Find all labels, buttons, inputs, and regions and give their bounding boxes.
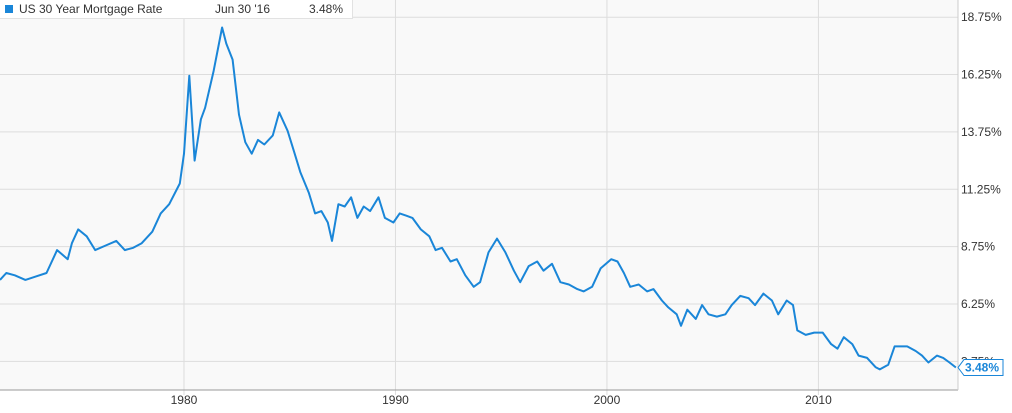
last-value-box <box>957 359 1004 377</box>
series-line <box>0 26 957 371</box>
y-axis-tick-labels: 18.75%16.25%13.75%11.25%8.75%6.25%3.75% <box>961 10 1002 368</box>
last-value-label: 3.48% <box>965 361 999 375</box>
y-tick-label: 16.25% <box>961 68 1002 82</box>
legend-value: 3.48% <box>309 2 344 16</box>
y-tick-label: 8.75% <box>961 240 995 254</box>
plot-area <box>0 0 958 390</box>
y-tick-label: 18.75% <box>961 10 1002 24</box>
legend-series-name: US 30 Year Mortgage Rate <box>19 2 163 16</box>
y-tick-label: 13.75% <box>961 125 1002 139</box>
x-tick-label: 2000 <box>594 393 621 407</box>
x-tick-label: 1990 <box>382 393 409 407</box>
legend-date: Jun 30 '16 <box>215 2 271 16</box>
last-value-callout: 3.48% <box>957 359 1004 377</box>
chart-legend: US 30 Year Mortgage Rate Jun 30 '16 3.48… <box>0 0 353 19</box>
x-tick-label: 1980 <box>171 393 198 407</box>
y-tick-label: 6.25% <box>961 297 995 311</box>
x-axis-tick-labels: 1980 1990 2000 2010 <box>171 393 832 407</box>
x-tick-label: 2010 <box>805 393 832 407</box>
vertical-gridlines <box>183 0 819 395</box>
legend-swatch-icon <box>5 5 13 13</box>
y-tick-label: 11.25% <box>961 182 1001 196</box>
